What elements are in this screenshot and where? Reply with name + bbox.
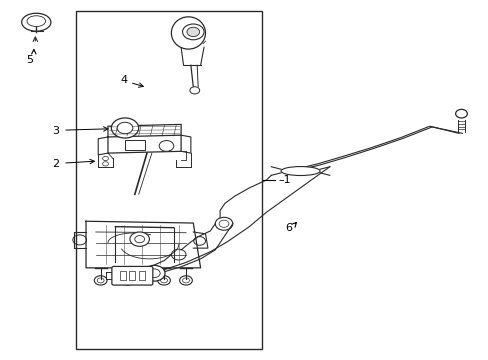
Ellipse shape — [27, 16, 45, 27]
Circle shape — [182, 278, 189, 283]
Circle shape — [179, 276, 192, 285]
FancyBboxPatch shape — [112, 266, 153, 285]
Circle shape — [304, 168, 311, 174]
Circle shape — [102, 156, 108, 161]
Circle shape — [143, 265, 164, 281]
Bar — [139, 271, 145, 280]
Bar — [120, 271, 125, 280]
Circle shape — [215, 217, 232, 230]
Circle shape — [186, 27, 199, 37]
Text: 6: 6 — [285, 224, 291, 233]
Circle shape — [219, 220, 228, 227]
Circle shape — [135, 235, 144, 243]
Text: 5: 5 — [26, 55, 33, 65]
Circle shape — [73, 235, 86, 245]
Text: –1: –1 — [278, 175, 291, 185]
Ellipse shape — [21, 13, 51, 31]
Circle shape — [97, 278, 104, 283]
Circle shape — [124, 278, 131, 283]
Circle shape — [148, 269, 160, 278]
Circle shape — [159, 140, 173, 151]
Circle shape — [182, 24, 203, 40]
Circle shape — [160, 278, 167, 283]
Bar — [125, 140, 144, 150]
Circle shape — [189, 87, 199, 94]
Circle shape — [111, 118, 139, 138]
Circle shape — [94, 276, 107, 285]
Text: 4: 4 — [120, 75, 127, 85]
Circle shape — [117, 122, 133, 134]
Ellipse shape — [171, 17, 205, 49]
Bar — [129, 271, 135, 280]
Ellipse shape — [281, 167, 320, 176]
Circle shape — [158, 276, 170, 285]
Circle shape — [102, 162, 108, 166]
Circle shape — [289, 168, 296, 174]
Circle shape — [130, 232, 149, 246]
Circle shape — [121, 276, 134, 285]
Circle shape — [171, 249, 185, 260]
Text: 3: 3 — [52, 126, 59, 135]
Circle shape — [193, 237, 205, 245]
Text: 2: 2 — [52, 159, 59, 169]
Bar — [76, 12, 261, 348]
Circle shape — [455, 109, 467, 118]
